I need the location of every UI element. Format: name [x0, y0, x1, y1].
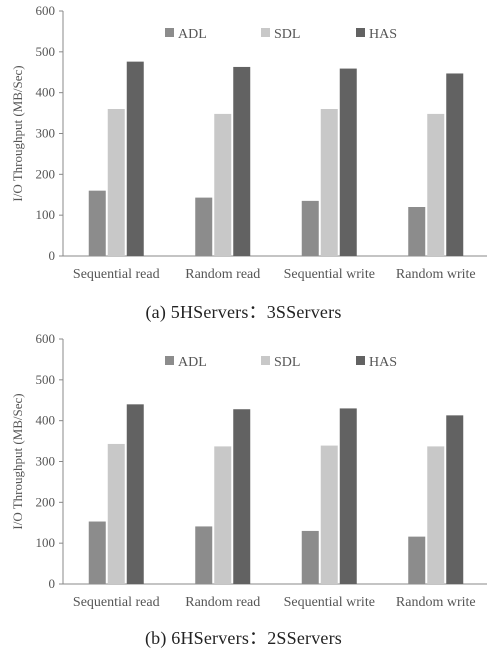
- legend-label-adl: ADL: [178, 355, 207, 370]
- bar-chart-b: 0 100 200 300 400 500 600 I/O Throughput (MB/Se…: [10, 331, 487, 610]
- bar-sdl-random-write: [427, 113, 445, 257]
- x-category-label: Random read: [185, 267, 260, 282]
- x-category-label: Sequential read: [73, 595, 160, 610]
- legend-label-has: HAS: [369, 27, 397, 42]
- legend-swatch-has: [356, 28, 365, 37]
- bar-has-sequential-read: [126, 404, 144, 584]
- chart-panel-a: 0 100 200 300 400 500 600 I/O Throughput (MB/Se…: [0, 0, 487, 325]
- bar-has-random-write: [446, 415, 464, 584]
- bar-chart-a: 0 100 200 300 400 500 600 I/O Throughput (MB/Se…: [10, 3, 487, 282]
- bar-has-sequential-write: [339, 408, 357, 584]
- bar-sdl-random-read: [214, 446, 232, 584]
- x-category-label: Sequential write: [284, 267, 375, 282]
- bar-adl-random-read: [195, 197, 213, 256]
- legend-swatch-sdl: [261, 28, 270, 37]
- y-tick-label: 600: [36, 331, 56, 346]
- bar-sdl-sequential-write: [320, 445, 338, 584]
- bar-sdl-random-read: [214, 113, 232, 257]
- bar-sdl-random-write: [427, 446, 445, 584]
- y-tick-label: 400: [36, 413, 56, 428]
- y-tick-label: 100: [36, 207, 56, 222]
- chart-caption-a: (a) 5HServers：3SServers: [145, 302, 342, 322]
- y-tick-label: 200: [36, 494, 56, 509]
- y-tick-label: 600: [36, 3, 56, 18]
- chart-caption-b: (b) 6HServers：2SServers: [144, 628, 343, 648]
- legend-label-sdl: SDL: [274, 355, 300, 370]
- legend-label-adl: ADL: [178, 27, 207, 42]
- chart-panel-b: 0 100 200 300 400 500 600 I/O Throughput (MB/Se…: [0, 329, 487, 651]
- y-tick-label: 500: [36, 372, 56, 387]
- bar-has-random-write: [446, 73, 464, 256]
- y-tick-label: 300: [36, 454, 56, 469]
- bar-has-sequential-read: [126, 61, 144, 257]
- legend-label-has: HAS: [369, 355, 397, 370]
- y-tick-label: 400: [36, 85, 56, 100]
- x-category-label: Random write: [396, 595, 476, 610]
- x-category-label: Sequential read: [73, 267, 160, 282]
- bar-sdl-sequential-write: [320, 109, 338, 256]
- x-category-label: Random read: [185, 595, 260, 610]
- bar-adl-random-write: [408, 536, 426, 584]
- bar-sdl-sequential-read: [107, 443, 125, 584]
- y-axis-title: I/O Throughput (MB/Sec): [10, 65, 25, 201]
- y-axis-title: I/O Throughput (MB/Sec): [10, 393, 25, 529]
- legend-label-sdl: SDL: [274, 27, 300, 42]
- legend-swatch-adl: [165, 28, 174, 37]
- bar-adl-random-write: [408, 207, 426, 256]
- y-tick-label: 100: [36, 535, 56, 550]
- x-category-label: Random write: [396, 267, 476, 282]
- y-tick-label: 300: [36, 126, 56, 141]
- x-category-label: Sequential write: [284, 595, 375, 610]
- bar-has-random-read: [233, 66, 251, 256]
- y-tick-label: 500: [36, 44, 56, 59]
- bar-adl-random-read: [195, 526, 213, 584]
- legend-swatch-has: [356, 356, 365, 365]
- bar-has-random-read: [233, 409, 251, 584]
- bar-adl-sequential-write: [301, 200, 319, 256]
- y-tick-label: 0: [49, 576, 56, 591]
- legend-swatch-adl: [165, 356, 174, 365]
- bar-sdl-sequential-read: [107, 109, 125, 256]
- bar-has-sequential-write: [339, 68, 357, 256]
- legend-swatch-sdl: [261, 356, 270, 365]
- bar-adl-sequential-write: [301, 530, 319, 584]
- y-tick-label: 200: [36, 166, 56, 181]
- y-tick-label: 0: [49, 248, 56, 263]
- bar-adl-sequential-read: [88, 521, 106, 584]
- bar-adl-sequential-read: [88, 190, 106, 256]
